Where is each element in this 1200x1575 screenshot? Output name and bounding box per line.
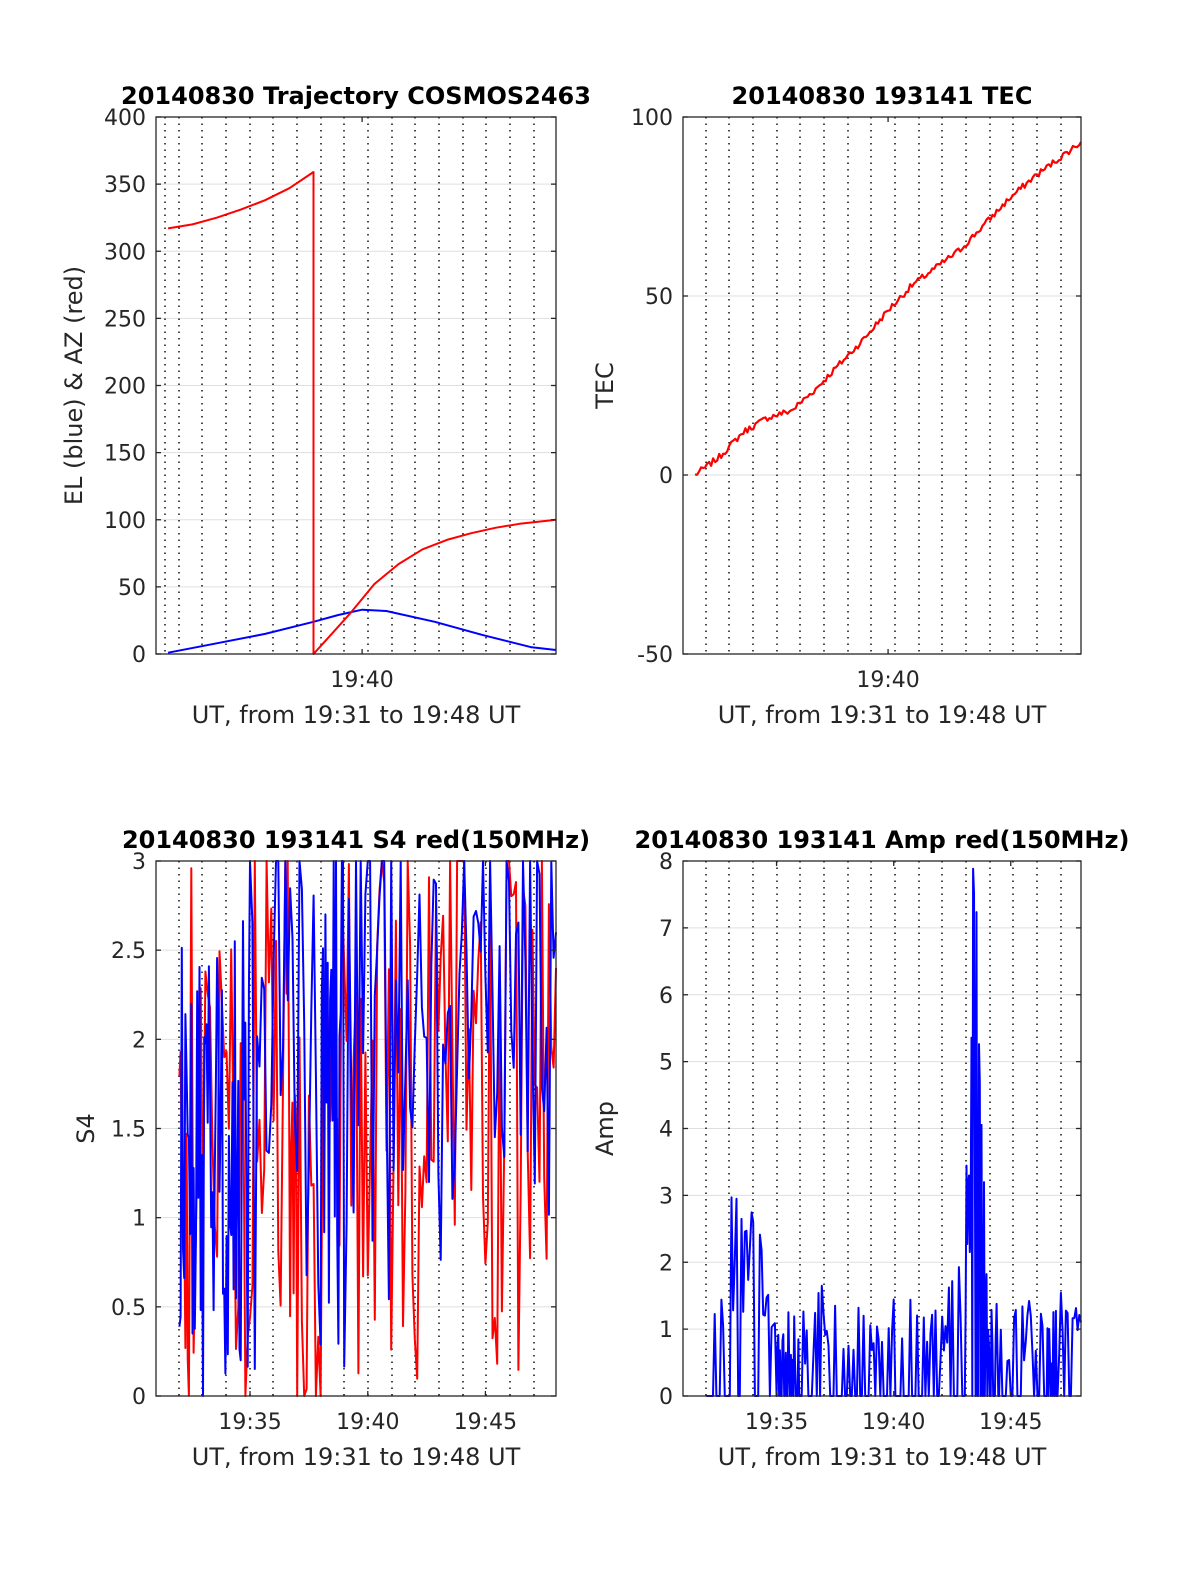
y-tick-label: 250	[104, 307, 146, 332]
y-tick-label: 50	[645, 285, 673, 310]
x-tick-label: 19:45	[454, 1410, 517, 1435]
axes-box	[682, 116, 1082, 655]
y-tick-label: 2	[659, 1251, 673, 1276]
y-tick-label: 1	[659, 1318, 673, 1343]
y-tick-label: 0	[659, 464, 673, 489]
plot-area	[683, 117, 1081, 654]
s4-panel: 0 0.5 1 1.5 2 2.5 3 19:35 19:40 19:45 20140830 193…	[72, 826, 590, 1471]
y-tick-label: 5	[659, 1051, 673, 1076]
x-axis-label: UT, from 19:31 to 19:48 UT	[192, 701, 521, 729]
y-tick-label: 3	[132, 850, 146, 875]
y-tick-label: 4	[659, 1118, 673, 1143]
x-axis-label: UT, from 19:31 to 19:48 UT	[718, 701, 1047, 729]
y-axis-label: S4	[72, 1113, 100, 1144]
y-tick-label: 100	[104, 509, 146, 534]
y-tick-label: 300	[104, 240, 146, 265]
x-axis-label: UT, from 19:31 to 19:48 UT	[718, 1443, 1047, 1471]
y-tick-label: 2	[132, 1028, 146, 1053]
chart-title: 20140830 193141 S4 red(150MHz)	[122, 826, 590, 854]
y-tick-label: 8	[659, 850, 673, 875]
y-tick-label: 3	[659, 1184, 673, 1209]
series-line-0	[694, 141, 1082, 476]
y-axis-label: TEC	[591, 362, 619, 410]
y-tick-label: 6	[659, 984, 673, 1009]
y-tick-label: 1.5	[111, 1118, 146, 1143]
y-tick-label: 2.5	[111, 939, 146, 964]
y-tick-label: 0	[659, 1385, 673, 1410]
x-tick-label: 19:40	[330, 668, 393, 693]
series-line-0	[167, 608, 557, 654]
tec-panel: -50 0 50 100 19:40 20140830 193141 TEC UT, fro…	[591, 82, 1082, 729]
y-tick-label: -50	[637, 643, 673, 668]
y-tick-label: 400	[104, 106, 146, 131]
chart-title: 20140830 Trajectory COSMOS2463	[121, 82, 591, 110]
series-line-1	[178, 860, 557, 1397]
x-tick-label: 19:40	[862, 1410, 925, 1435]
y-tick-label: 200	[104, 375, 146, 400]
x-tick-label: 19:45	[979, 1410, 1042, 1435]
y-tick-label: 1	[132, 1207, 146, 1232]
series-line-1	[167, 171, 557, 655]
y-tick-label: 0	[132, 643, 146, 668]
x-tick-label: 19:40	[856, 668, 919, 693]
y-tick-label: 150	[104, 442, 146, 467]
y-tick-label: 50	[118, 576, 146, 601]
x-tick-label: 19:35	[745, 1410, 808, 1435]
y-tick-label: 350	[104, 173, 146, 198]
chart-title: 20140830 193141 Amp red(150MHz)	[635, 826, 1130, 854]
x-axis-label: UT, from 19:31 to 19:48 UT	[192, 1443, 521, 1471]
y-tick-label: 0.5	[111, 1296, 146, 1321]
y-tick-label: 100	[631, 106, 673, 131]
x-tick-label: 19:40	[336, 1410, 399, 1435]
x-tick-label: 19:35	[218, 1410, 281, 1435]
y-axis-label: EL (blue) & AZ (red)	[60, 266, 88, 505]
y-tick-label: 0	[132, 1385, 146, 1410]
amp-panel: 0 1 2 3 4 5 6 7 8 19:35 19:40 19:45 20140830 193141 …	[591, 826, 1129, 1471]
y-tick-label: 7	[659, 917, 673, 942]
chart-title: 20140830 193141 TEC	[732, 82, 1033, 110]
y-axis-label: Amp	[591, 1101, 619, 1156]
trajectory-panel: 0 50 100 150 200 250 300 350 400 19:40 20140830 Tr…	[60, 82, 591, 729]
